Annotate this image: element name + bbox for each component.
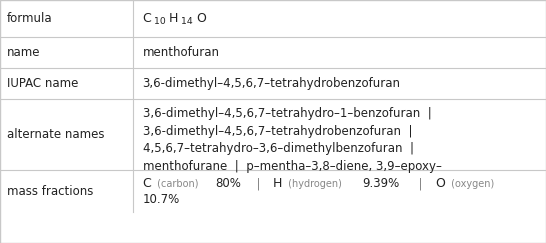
Text: name: name	[7, 46, 40, 59]
Text: 10.7%: 10.7%	[143, 193, 180, 206]
Text: 14: 14	[181, 17, 193, 26]
Text: C: C	[143, 12, 151, 25]
Text: C: C	[143, 177, 151, 190]
Text: (oxygen): (oxygen)	[448, 179, 494, 189]
Text: H: H	[169, 12, 179, 25]
Text: 80%: 80%	[215, 177, 241, 190]
Text: 3,6-dimethyl–4,5,6,7–tetrahydro–1–benzofuran  |
3,6-dimethyl–4,5,6,7–tetrahydrob: 3,6-dimethyl–4,5,6,7–tetrahydro–1–benzof…	[143, 107, 441, 173]
Text: mass fractions: mass fractions	[7, 185, 93, 198]
Text: 9.39%: 9.39%	[363, 177, 400, 190]
Text: H: H	[273, 177, 282, 190]
Text: |: |	[411, 177, 430, 190]
Text: O: O	[196, 12, 206, 25]
Text: (carbon): (carbon)	[154, 179, 201, 189]
Text: menthofuran: menthofuran	[143, 46, 219, 59]
Text: 3,6-dimethyl–4,5,6,7–tetrahydrobenzofuran: 3,6-dimethyl–4,5,6,7–tetrahydrobenzofura…	[143, 77, 401, 90]
Text: formula: formula	[7, 12, 52, 25]
Text: IUPAC name: IUPAC name	[7, 77, 78, 90]
Text: (hydrogen): (hydrogen)	[285, 179, 345, 189]
Text: 10: 10	[154, 17, 165, 26]
Text: alternate names: alternate names	[7, 128, 104, 141]
Text: |: |	[248, 177, 268, 190]
Text: O: O	[435, 177, 445, 190]
